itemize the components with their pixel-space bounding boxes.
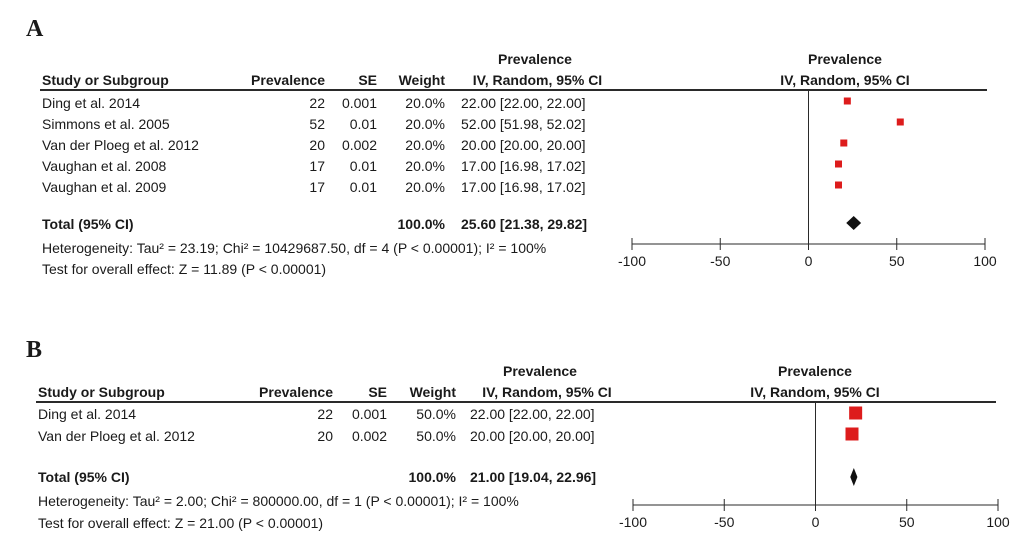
weight-value: 20.0%	[405, 137, 445, 153]
col-header-weight: Weight	[398, 72, 445, 88]
total-label: Total (95% CI)	[38, 469, 130, 485]
total-ci: 25.60 [21.38, 29.82]	[461, 216, 588, 232]
ci-value: 17.00 [16.98, 17.02]	[461, 179, 586, 195]
study-name: Simmons et al. 2005	[42, 116, 170, 132]
x-tick-label: 100	[986, 514, 1010, 530]
study-name: Vaughan et al. 2009	[42, 179, 167, 195]
prevalence-value: 20	[309, 137, 325, 153]
ci-value: 22.00 [22.00, 22.00]	[461, 95, 586, 111]
study-marker	[845, 427, 859, 441]
panel-letter-b: B	[26, 337, 43, 363]
prevalence-value: 52	[309, 116, 325, 132]
heterogeneity-text: Heterogeneity: Tau² = 23.19; Chi² = 1042…	[42, 240, 547, 256]
se-value: 0.002	[351, 428, 387, 444]
weight-value: 20.0%	[405, 179, 445, 195]
col-header-prevalence: Prevalence	[259, 384, 333, 400]
weight-value: 20.0%	[405, 158, 445, 174]
ci-value: 20.00 [20.00, 20.00]	[461, 137, 586, 153]
weight-value: 20.0%	[405, 116, 445, 132]
x-tick-label: -100	[619, 514, 647, 530]
ci-value: 52.00 [51.98, 52.02]	[461, 116, 586, 132]
total-weight: 100.0%	[397, 216, 445, 232]
col-header-study: Study or Subgroup	[42, 72, 169, 88]
effect-header-top: Prevalence	[498, 51, 572, 67]
study-name: Ding et al. 2014	[38, 406, 137, 422]
ci-value: 20.00 [20.00, 20.00]	[470, 428, 595, 444]
se-value: 0.01	[349, 116, 377, 132]
prevalence-value: 22	[317, 406, 333, 422]
col-header-study: Study or Subgroup	[38, 384, 165, 400]
summary-diamond	[846, 216, 862, 230]
header-rule	[40, 89, 987, 91]
prevalence-value: 22	[309, 95, 325, 111]
study-marker	[896, 118, 904, 126]
study-name: Van der Ploeg et al. 2012	[38, 428, 195, 444]
prevalence-value: 20	[317, 428, 333, 444]
weight-value: 50.0%	[416, 428, 456, 444]
x-tick-label: -50	[714, 514, 734, 530]
study-name: Vaughan et al. 2008	[42, 158, 167, 174]
study-marker	[843, 97, 851, 105]
study-marker	[835, 181, 843, 189]
prevalence-value: 17	[309, 158, 325, 174]
col-header-se: SE	[358, 72, 377, 88]
total-label: Total (95% CI)	[42, 216, 134, 232]
plot-header-top: Prevalence	[778, 363, 852, 379]
effect-header-bottom: IV, Random, 95% CI	[482, 384, 612, 400]
prevalence-value: 17	[309, 179, 325, 195]
se-value: 0.001	[351, 406, 387, 422]
col-header-se: SE	[368, 384, 387, 400]
effect-header-bottom: IV, Random, 95% CI	[472, 72, 603, 88]
plot-header-top: Prevalence	[808, 51, 882, 67]
col-header-weight: Weight	[409, 384, 456, 400]
effect-header-top: Prevalence	[503, 363, 577, 379]
se-value: 0.01	[349, 179, 377, 195]
plot-header-bottom: IV, Random, 95% CI	[750, 384, 880, 400]
panel-letter-a: A	[26, 16, 44, 42]
x-tick-label: 0	[805, 253, 813, 269]
x-tick-label: 50	[889, 253, 905, 269]
total-ci: 21.00 [19.04, 22.96]	[470, 469, 597, 485]
ci-value: 17.00 [16.98, 17.02]	[461, 158, 586, 174]
summary-diamond	[850, 468, 858, 486]
weight-value: 50.0%	[416, 406, 456, 422]
study-marker	[840, 139, 848, 147]
study-name: Ding et al. 2014	[42, 95, 141, 111]
x-tick-label: -50	[710, 253, 730, 269]
overall-effect-text: Test for overall effect: Z = 11.89 (P < …	[42, 261, 327, 277]
x-tick-label: -100	[618, 253, 646, 269]
overall-effect-text: Test for overall effect: Z = 21.00 (P < …	[38, 515, 324, 531]
ci-value: 22.00 [22.00, 22.00]	[470, 406, 595, 422]
se-value: 0.002	[341, 137, 377, 153]
header-rule	[36, 401, 996, 403]
forest-plot-b: -100 -50 0 50 100	[619, 402, 1010, 530]
study-marker	[849, 406, 863, 420]
se-value: 0.001	[341, 95, 377, 111]
se-value: 0.01	[349, 158, 377, 174]
x-tick-label: 100	[973, 253, 997, 269]
weight-value: 20.0%	[405, 95, 445, 111]
forest-plot-a: -100 -50 0 50 100	[618, 90, 997, 269]
total-weight: 100.0%	[408, 469, 456, 485]
x-tick-label: 0	[812, 514, 820, 530]
col-header-prevalence: Prevalence	[251, 72, 325, 88]
x-tick-label: 50	[899, 514, 915, 530]
heterogeneity-text: Heterogeneity: Tau² = 2.00; Chi² = 80000…	[38, 493, 519, 509]
study-name: Van der Ploeg et al. 2012	[42, 137, 199, 153]
plot-header-bottom: IV, Random, 95% CI	[780, 72, 910, 88]
study-marker	[835, 160, 843, 168]
